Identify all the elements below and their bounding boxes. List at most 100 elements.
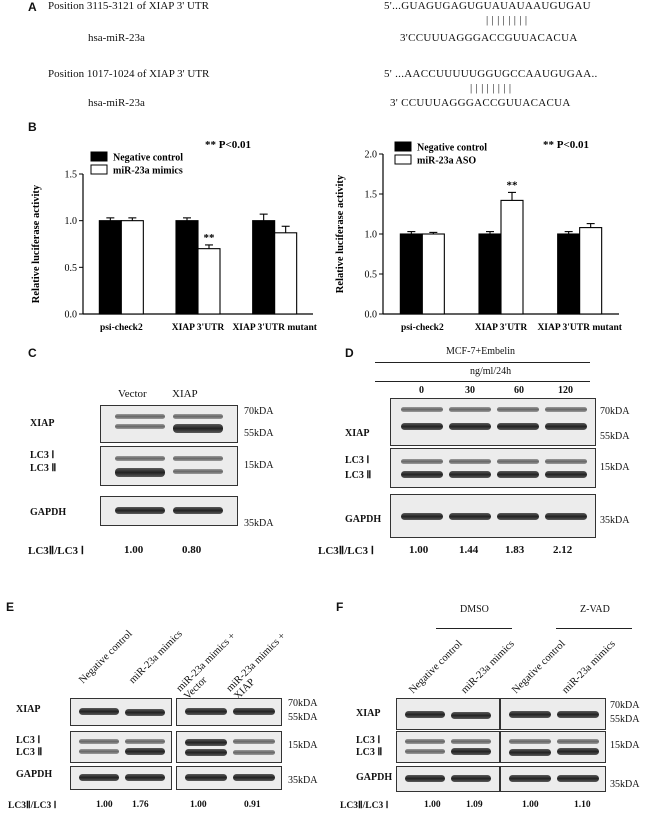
row-label-lc3-ii: LC3 Ⅱ [30,463,57,474]
dmso-line [436,628,512,629]
panel-e-label: E [6,600,15,614]
marker-15kda-d: 15kDA [600,462,630,473]
dose-120: 120 [558,385,573,396]
bar [500,199,524,315]
x-tick-label: XIAP 3'UTR mutant [232,323,317,333]
row-label-lc3-i-d: LC3 Ⅰ [345,455,370,466]
blot-f-lc3-right [500,731,606,763]
blot-d-lc3 [390,448,596,488]
lane-label-xiap: XIAP [172,388,198,400]
ratio-e-1: 1.00 [96,800,113,810]
bar [197,248,221,315]
legend-swatch [90,164,108,175]
marker-55kda-d: 55kDA [600,431,630,442]
ratio-label-e: LC3Ⅱ/LC3 Ⅰ [8,801,57,811]
marker-55kda-e: 55kDA [288,712,318,723]
blot-e-lc3-left [70,731,172,763]
blot-d-gapdh [390,494,596,538]
y-tick-label: 1.5 [365,190,378,201]
blot-d-xiap [390,398,596,446]
row-label-xiap-f: XIAP [356,708,381,719]
lane-label-f-nc-dmso: Negative control [407,638,465,696]
y-tick-label: 1.0 [65,216,78,227]
row-label-lc3-i: LC3 Ⅰ [30,450,55,461]
marker-70kda-e: 70kDA [288,698,318,709]
row-label-lc3-i-f: LC3 Ⅰ [356,735,381,746]
marker-15kda-f: 15kDA [610,740,640,751]
luciferase-chart-mimics: 0.0 0.5 1.0 1.5 Relative luciferase activity… [31,139,318,333]
panel-b-label: B [28,120,37,134]
blot-e-xiap-left [70,698,172,726]
ratio-f-2: 1.09 [466,800,483,810]
site1-utr-sequence: 5'...GUAGUGAGUGUAUAUAAUGUGAU [384,0,591,12]
bar [252,220,276,315]
marker-15kda: 15kDA [244,460,274,471]
legend-label: Negative control [113,153,183,164]
y-tick-label: 1.0 [365,230,378,241]
ratio-d-60: 1.83 [505,544,525,556]
treatment-line [375,362,590,363]
marker-70kda: 70kDA [244,406,274,417]
row-label-gapdh-f: GAPDH [356,772,393,783]
panel-f-label: F [336,600,344,614]
y-tick-label: 0.5 [65,263,78,274]
site2-mirna: hsa-miR-23a [88,97,145,109]
dose-30: 30 [465,385,475,396]
row-label-gapdh-d: GAPDH [345,514,382,525]
bar [478,233,502,315]
lane-label-f-mimics-zvad: miR-23a mimics [560,638,618,696]
bar [98,220,122,315]
row-label-gapdh: GAPDH [30,507,67,518]
marker-70kda-f: 70kDA [610,700,640,711]
y-tick-label: 2.0 [365,150,378,161]
lane-label-f-mimics-dmso: miR-23a mimics [459,638,517,696]
row-label-xiap: XIAP [30,418,55,429]
x-tick-label: psi-check2 [100,323,143,333]
marker-35kda: 35kDA [244,518,274,529]
x-tick-label: XIAP 3'UTR [475,323,528,333]
blot-e-lc3-right [176,731,282,763]
dose-0: 0 [419,385,424,396]
blot-f-xiap-right [500,698,606,730]
blot-c-gapdh [100,496,238,526]
marker-70kda-d: 70kDA [600,406,630,417]
ratio-f-4: 1.10 [574,800,591,810]
ratio-e-2: 1.76 [132,800,149,810]
site1-pairing-lines: | | | | | | | | [486,14,528,26]
row-label-gapdh-e: GAPDH [16,769,53,780]
y-axis-label: Relative luciferase activity [335,174,346,293]
row-label-lc3-ii-f: LC3 Ⅱ [356,747,383,758]
ratio-e-4: 0.91 [244,800,261,810]
ratio-d-0: 1.00 [409,544,429,556]
row-label-lc3-ii-d: LC3 Ⅱ [345,470,372,481]
row-label-lc3-ii-e: LC3 Ⅱ [16,747,43,758]
blot-e-xiap-right [176,698,282,726]
ratio-label-d: LC3Ⅱ/LC3 Ⅰ [318,545,375,557]
site2-position: Position 1017-1024 of XIAP 3' UTR [48,68,210,80]
bar [399,233,423,315]
dose-unit-label: ng/ml/24h [470,366,512,377]
legend-label: Negative control [417,143,487,154]
ratio-d-120: 2.12 [553,544,573,556]
y-tick-label: 1.5 [65,170,78,181]
dose-60: 60 [514,385,524,396]
legend-swatch [394,154,412,165]
marker-35kda-d: 35kDA [600,515,630,526]
site2-utr-sequence: 5' ...AACCUUUUUGGUGCCAAUGUGAA.. [384,68,598,80]
ratio-label-f: LC3Ⅱ/LC3 Ⅰ [340,801,389,811]
y-tick-label: 0.5 [365,270,378,281]
lane-label-e-negative-control: Negative control [77,628,135,686]
x-tick-label: XIAP 3'UTR mutant [537,323,622,333]
group-label-zvad: Z-VAD [580,604,610,615]
site1-mirna-sequence: 3'CCUUUAGGGACCGUUACACUA [400,32,578,44]
lane-label-vector: Vector [118,388,147,400]
panel-d-label: D [345,346,354,360]
zvad-line [556,628,632,629]
site1-position: Position 3115-3121 of XIAP 3' UTR [48,0,209,12]
p-value-annotation: ** P<0.01 [543,139,589,151]
legend-label: miR-23a ASO [417,156,476,167]
blot-e-gapdh-left [70,766,172,790]
panel-c-label: C [28,346,37,360]
marker-15kda-e: 15kDA [288,740,318,751]
y-tick-label: 0.0 [65,310,78,321]
